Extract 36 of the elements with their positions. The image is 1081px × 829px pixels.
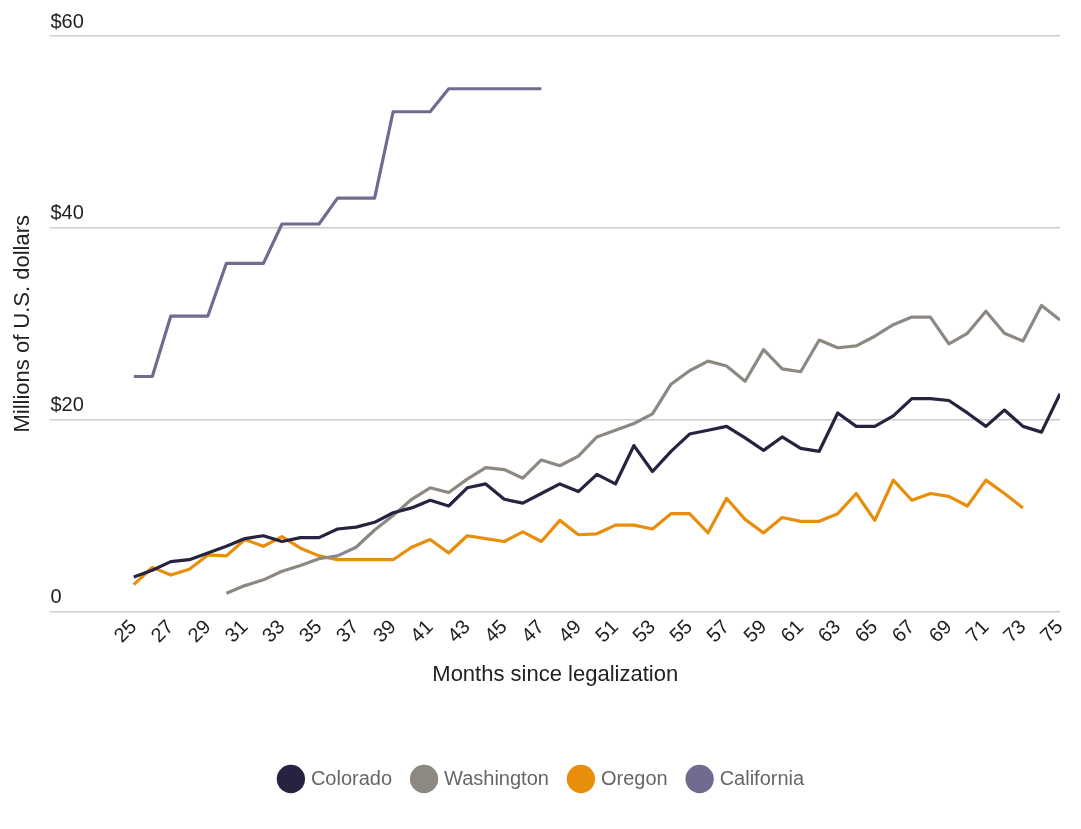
x-tick-label: 57 bbox=[702, 615, 734, 647]
x-tick-label: 25 bbox=[109, 615, 141, 647]
x-tick-label: 73 bbox=[998, 615, 1030, 647]
x-tick-label: 39 bbox=[368, 615, 400, 647]
x-tick-label: 49 bbox=[553, 615, 586, 647]
x-tick-label: 35 bbox=[294, 615, 326, 647]
x-tick-label: 53 bbox=[627, 615, 660, 647]
x-tick-label: 45 bbox=[479, 615, 511, 647]
y-tick-label: $60 bbox=[50, 9, 84, 32]
legend-label: Colorado bbox=[310, 766, 393, 789]
x-tick-label: 59 bbox=[739, 615, 771, 647]
x-tick-label: 33 bbox=[257, 615, 289, 647]
x-tick-label: 37 bbox=[331, 615, 363, 647]
x-tick-label: 75 bbox=[1035, 615, 1067, 647]
x-tick-label: 61 bbox=[776, 615, 808, 647]
x-tick-label: 55 bbox=[664, 615, 697, 647]
y-tick-label: $20 bbox=[50, 393, 84, 416]
x-tick-label: 43 bbox=[442, 615, 474, 647]
x-tick-label: 67 bbox=[887, 615, 919, 647]
y-axis-title: Millions of U.S. dollars bbox=[9, 214, 35, 433]
x-tick-label: 29 bbox=[183, 615, 215, 647]
x-tick-label: 69 bbox=[924, 615, 956, 647]
x-axis-title: Months since legalization bbox=[432, 661, 679, 687]
legend-label: California bbox=[719, 766, 805, 789]
legend-label: Oregon bbox=[600, 766, 668, 789]
x-tick-label: 51 bbox=[590, 615, 623, 647]
y-tick-label: 0 bbox=[50, 585, 62, 608]
x-tick-label: 31 bbox=[220, 615, 252, 647]
x-tick-label: 65 bbox=[850, 615, 882, 647]
x-tick-label: 27 bbox=[146, 615, 178, 647]
y-tick-label: $40 bbox=[50, 201, 84, 224]
x-tick-label: 41 bbox=[405, 615, 437, 647]
legend-label: Washington bbox=[444, 766, 549, 789]
x-tick-label: 71 bbox=[961, 615, 993, 647]
x-tick-label: 47 bbox=[516, 615, 549, 647]
x-tick-label: 63 bbox=[813, 615, 845, 647]
